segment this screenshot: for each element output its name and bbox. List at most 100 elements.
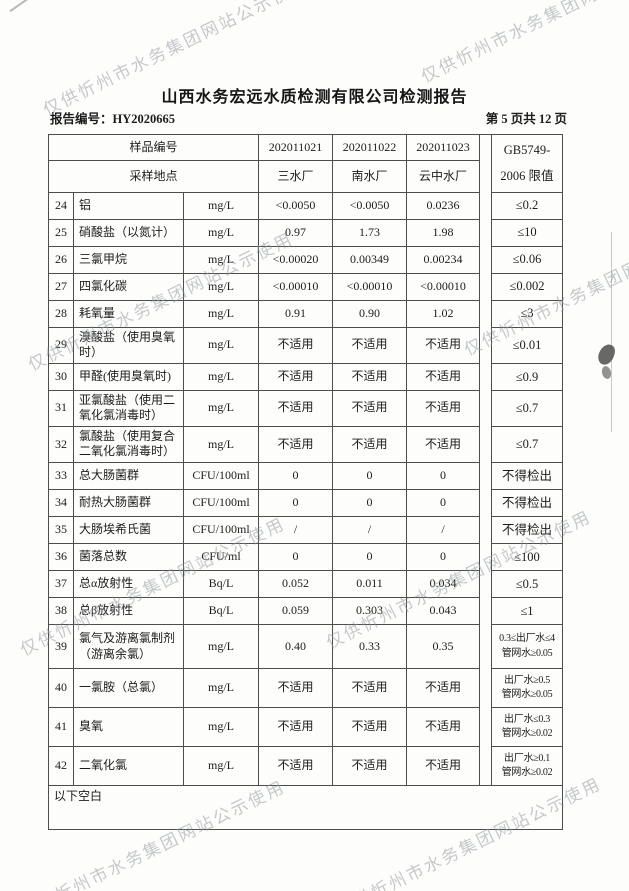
watermark-text: 仅供忻州市水务集团网站公示使用 [418,0,629,87]
value-cell-plant3: 0.00234 [406,245,480,274]
limit-standard-line2: 2006 限值 [500,169,554,184]
report-number: 报告编号：HY2020665 [50,112,176,126]
unit-cell: CFU/100ml [183,462,259,491]
unit-cell: mg/L [183,624,259,670]
location-cell-3: 云中水厂 [406,160,480,193]
value-cell-plant1: 0.97 [258,218,333,247]
table-row: 34 耐热大肠菌群 CFU/100ml 0 0 0 不得检出 [48,489,563,518]
row-number-cell: 29 [48,326,74,364]
spacer-cell [479,273,492,300]
location-cell-1: 三水厂 [258,160,333,193]
parameter-name-cell: 甲醛(使用臭氧时) [73,362,184,391]
row-number-cell: 42 [48,746,74,787]
row-number-cell: 32 [48,425,74,464]
report-title: 山西水务宏远水质检测有限公司检测报告 [161,89,468,106]
value-cell-plant2: 0.011 [332,570,407,599]
table-row: 26 三氯甲烷 mg/L <0.00020 0.00349 0.00234 ≤0… [48,245,563,274]
unit-cell: Bq/L [183,597,259,626]
unit-cell: mg/L [183,425,259,464]
row-number-cell: 34 [48,489,74,518]
scan-artifact-smudge [596,342,617,367]
value-cell-plant1: 不适用 [258,326,333,364]
value-cell-plant3: 不适用 [406,746,480,787]
spacer-cell [479,624,492,669]
value-cell-plant1: <0.0050 [258,191,333,220]
value-cell-plant2: 不适用 [332,746,407,787]
value-cell-plant2: <0.00010 [332,272,407,301]
value-cell-plant2: / [332,516,407,545]
value-cell-plant2: 0 [332,543,407,572]
table-row: 29 溴酸盐（使用臭氧时） mg/L 不适用 不适用 不适用 ≤0.01 [48,326,563,364]
value-cell-plant3: 0 [406,462,480,491]
unit-cell: CFU/ml [183,543,259,572]
parameter-name-cell: 一氯胺（总氯） [73,668,184,709]
spacer-cell [479,363,492,391]
row-number-cell: 37 [48,570,74,599]
table-row: 42 二氧化氯 mg/L 不适用 不适用 不适用 出厂水≥0.1 管网水≥0.0… [48,746,563,787]
value-cell-plant1: 不适用 [258,668,333,709]
scan-artifact-corner [9,0,29,13]
parameter-name-cell: 总α放射性 [73,570,184,599]
spacer-cell [479,300,492,327]
value-cell-plant2: 0.90 [332,299,407,328]
limit-cell: ≤0.002 [491,272,563,301]
limit-standard-line1: GB5749- [503,143,551,157]
spacer-cell [479,668,492,708]
spacer-cell [479,192,492,219]
parameter-name-cell: 氯气及游离氯制剂（游离余氯） [73,624,184,670]
value-cell-plant3: 0.034 [406,570,480,599]
spacer-cell [479,707,492,747]
table-row: 41 臭氧 mg/L 不适用 不适用 不适用 出厂水≤0.3 管网水≥0.02 [48,707,563,748]
unit-cell: mg/L [183,362,259,391]
limit-cell: 出厂水≥0.5 管网水≥0.05 [491,668,563,709]
parameter-name-cell: 硝酸盐（以氮计） [73,218,184,247]
row-number-cell: 40 [48,668,74,709]
value-cell-plant1: 0.40 [258,624,333,670]
row-number-cell: 27 [48,272,74,301]
value-cell-plant2: 0 [332,489,407,518]
value-cell-plant3: 0 [406,489,480,518]
value-cell-plant2: 不适用 [332,362,407,391]
table-row: 25 硝酸盐（以氮计） mg/L 0.97 1.73 1.98 ≤10 [48,218,563,247]
parameter-name-cell: 总大肠菌群 [73,462,184,491]
row-number-cell: 26 [48,245,74,274]
spacer-cell [479,597,492,625]
parameter-name-cell: 耐热大肠菌群 [73,489,184,518]
limit-cell: ≤0.7 [491,389,563,427]
sample-id-row: 样品编号 202011021 202011022 202011023 GB574… [48,133,563,193]
unit-cell: mg/L [183,272,259,301]
limit-cell: 0.3≤出厂水≤4 管网水≥0.05 [491,624,563,670]
unit-cell: mg/L [183,707,259,748]
value-cell-plant1: 不适用 [258,746,333,787]
limit-standard-header-cell: GB5749- 2006 限值 [491,134,563,193]
spacer-column [479,134,492,192]
unit-cell: mg/L [183,299,259,328]
limit-cell: ≤0.5 [491,570,563,599]
row-number-cell: 41 [48,707,74,748]
unit-cell: Bq/L [183,570,259,599]
page-indicator: 第 5 页共 12 页 [485,112,567,126]
row-number-cell: 28 [48,299,74,328]
location-cell-2: 南水厂 [332,160,407,193]
blank-note-row: 以下空白 [48,785,563,831]
parameter-name-cell: 大肠埃希氏菌 [73,516,184,545]
scan-artifact-edge-line [611,232,612,432]
table-row: 27 四氯化碳 mg/L <0.00010 <0.00010 <0.00010 … [48,272,563,301]
unit-cell: CFU/100ml [183,516,259,545]
value-cell-plant3: 0.35 [406,624,480,670]
table-row: 28 耗氧量 mg/L 0.91 0.90 1.02 ≤3 [48,299,563,328]
spacer-cell [479,746,492,786]
value-cell-plant1: 不适用 [258,707,333,748]
parameter-name-cell: 二氧化氯 [73,746,184,787]
value-cell-plant1: 0 [258,543,333,572]
parameter-name-cell: 溴酸盐（使用臭氧时） [73,326,184,364]
limit-cell: ≤0.06 [491,245,563,274]
value-cell-plant3: 不适用 [406,389,480,427]
row-number-cell: 35 [48,516,74,545]
value-cell-plant3: / [406,516,480,545]
table-row: 40 一氯胺（总氯） mg/L 不适用 不适用 不适用 出厂水≥0.5 管网水≥… [48,668,563,709]
spacer-cell [479,327,492,364]
limit-cell: ≤0.9 [491,362,563,391]
limit-cell: ≤3 [491,299,563,328]
